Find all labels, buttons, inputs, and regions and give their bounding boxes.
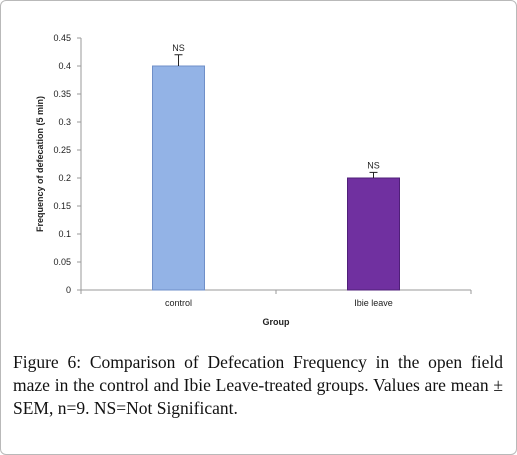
x-tick-label: control xyxy=(165,298,192,308)
y-tick-label: 0.45 xyxy=(53,33,71,43)
caption-text: Comparison of Defecation Frequency in th… xyxy=(13,352,503,418)
y-tick-label: 0 xyxy=(66,285,71,295)
x-axis-ticks: control Ibie leave xyxy=(80,290,472,308)
bar-control xyxy=(152,65,205,291)
y-axis-ticks: 0 0.05 0.1 0.15 0.2 0.25 0.3 0.35 0.4 0.45 xyxy=(53,33,81,295)
y-tick-label: 0.05 xyxy=(53,257,71,267)
y-tick-label: 0.25 xyxy=(53,145,71,155)
x-axis-label: Group xyxy=(263,317,290,327)
y-tick-label: 0.2 xyxy=(58,173,71,183)
data-label: NS xyxy=(367,160,380,170)
y-tick-label: 0.1 xyxy=(58,229,71,239)
y-tick-label: 0.3 xyxy=(58,117,71,127)
bar-chart: 0 0.05 0.1 0.15 0.2 0.25 0.3 0.35 0.4 0.45 NS NS c… xyxy=(35,33,472,327)
bar-ibie-leave xyxy=(347,177,400,291)
y-tick-label: 0.4 xyxy=(58,61,71,71)
caption-label: Figure 6: xyxy=(13,352,82,372)
x-tick-label: Ibie leave xyxy=(354,298,393,308)
data-label: NS xyxy=(172,43,185,53)
figure-caption: Figure 6: Comparison of Defecation Frequ… xyxy=(13,351,503,420)
bars: NS NS xyxy=(152,43,400,291)
y-tick-label: 0.15 xyxy=(53,201,71,211)
y-tick-label: 0.35 xyxy=(53,89,71,99)
y-axis-label: Frequency of defecation (5 min) xyxy=(35,96,45,232)
